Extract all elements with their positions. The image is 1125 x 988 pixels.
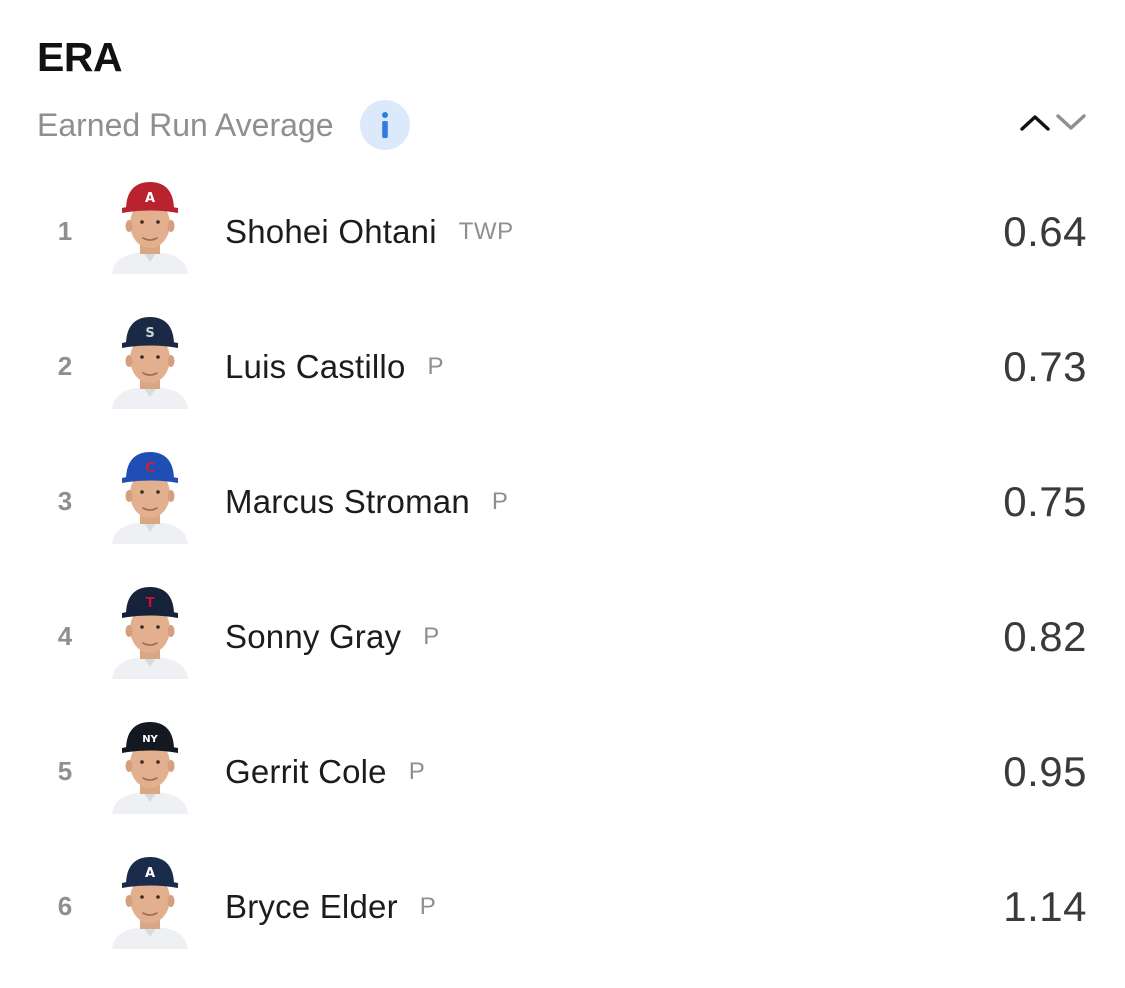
player-position: P	[491, 487, 509, 515]
player-info: Bryce Elder P	[225, 839, 436, 974]
page-title: ERA	[37, 34, 123, 80]
player-name[interactable]: Luis Castillo	[225, 347, 406, 385]
rank-number: 4	[57, 621, 73, 651]
cap-logo: S	[145, 326, 154, 341]
player-info: Marcus Stroman P	[225, 434, 508, 569]
cap-logo: T	[146, 596, 155, 611]
sort-descending-button[interactable]	[1053, 108, 1089, 136]
player-name[interactable]: Bryce Elder	[225, 887, 398, 925]
cap-logo: NY	[142, 734, 158, 745]
player-name[interactable]: Gerrit Cole	[225, 752, 387, 790]
stat-subtitle: Earned Run Average	[37, 106, 334, 143]
rank-number: 6	[57, 891, 73, 921]
player-row[interactable]: 1 A Shohei Ohtani TWP 0.64	[0, 164, 1125, 299]
rank-number: 3	[57, 486, 73, 516]
rank-number: 5	[57, 756, 73, 786]
info-button[interactable]	[359, 100, 410, 150]
player-info: Luis Castillo P	[225, 299, 444, 434]
era-value: 0.64	[1003, 208, 1087, 255]
era-value: 0.75	[1003, 478, 1087, 525]
rank-number: 2	[57, 351, 73, 381]
player-name[interactable]: Sonny Gray	[225, 617, 402, 655]
era-value: 0.95	[1003, 748, 1087, 795]
player-info: Sonny Gray P	[225, 569, 440, 704]
player-position: P	[408, 757, 426, 785]
player-row[interactable]: 2 S Luis Castillo P 0.73	[0, 299, 1125, 434]
cap-logo: C	[145, 461, 155, 476]
sort-controls	[1017, 108, 1089, 136]
player-headshot: A	[112, 182, 188, 274]
player-position: P	[427, 352, 445, 380]
player-position: P	[419, 892, 437, 920]
chevron-down-icon	[1056, 114, 1086, 130]
player-position: TWP	[458, 217, 514, 245]
sort-ascending-button[interactable]	[1017, 108, 1053, 136]
player-headshot: NY	[112, 722, 188, 814]
chevron-up-icon	[1020, 115, 1050, 131]
leaderboard-list: 1 A Shohei Ohtani TWP 0.64 2	[0, 164, 1125, 974]
player-headshot: S	[112, 317, 188, 409]
player-row[interactable]: 5 NY Gerrit Cole P 0.95	[0, 704, 1125, 839]
era-value: 1.14	[1003, 883, 1087, 930]
era-value: 0.82	[1003, 613, 1087, 660]
player-headshot: A	[112, 857, 188, 949]
player-row[interactable]: 3 C Marcus Stroman P 0.75	[0, 434, 1125, 569]
player-info: Shohei Ohtani TWP	[225, 164, 514, 299]
player-info: Gerrit Cole P	[225, 704, 425, 839]
era-value: 0.73	[1003, 343, 1087, 390]
player-name[interactable]: Marcus Stroman	[225, 482, 470, 520]
player-row[interactable]: 6 A Bryce Elder P 1.14	[0, 839, 1125, 974]
rank-number: 1	[57, 216, 73, 246]
player-headshot: C	[112, 452, 188, 544]
subtitle-row: Earned Run Average	[37, 98, 410, 152]
player-position: P	[423, 622, 440, 650]
cap-logo: A	[145, 866, 155, 881]
player-row[interactable]: 4 T Sonny Gray P 0.82	[0, 569, 1125, 704]
cap-logo: A	[145, 191, 155, 206]
player-headshot: T	[112, 587, 188, 679]
info-icon	[381, 112, 388, 138]
player-name[interactable]: Shohei Ohtani	[225, 212, 437, 250]
